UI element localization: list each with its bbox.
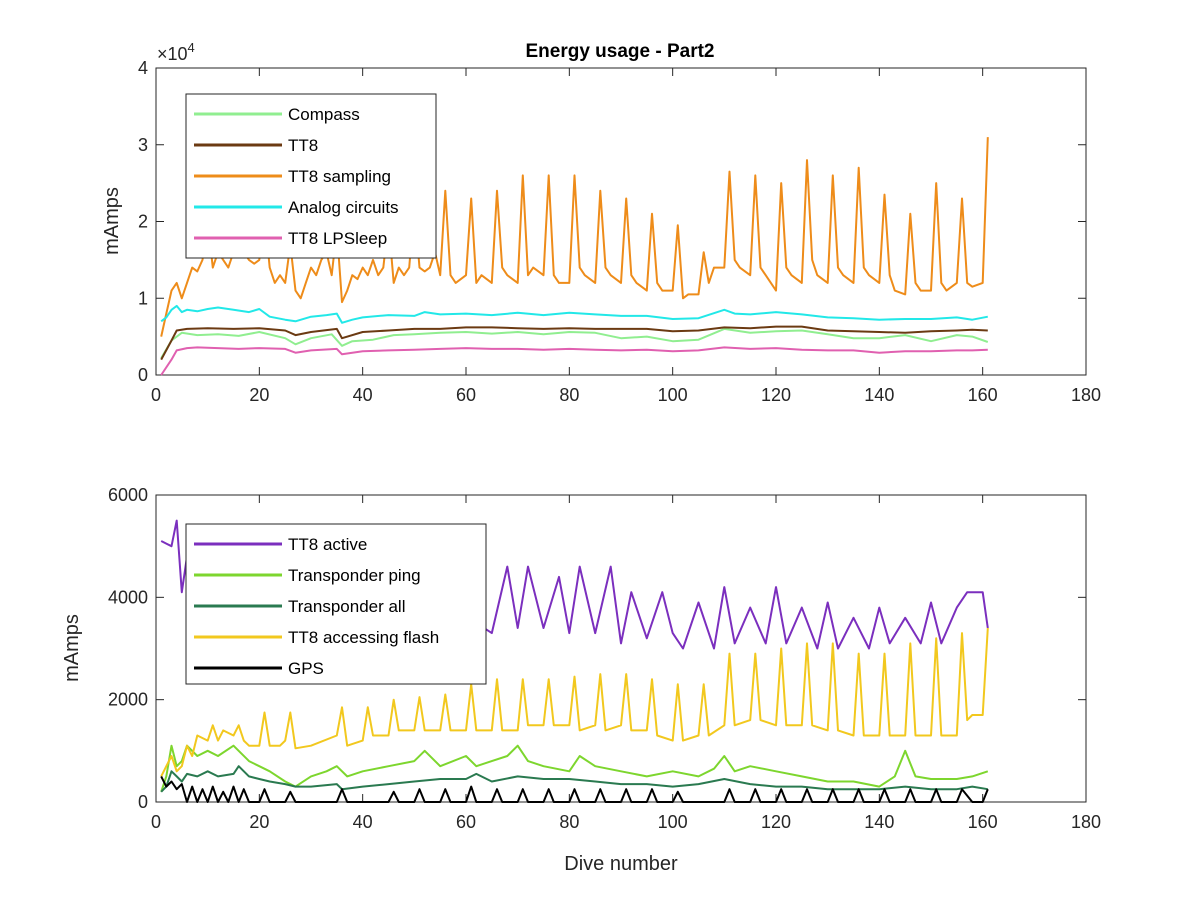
x-tick-label: 120 [761,385,791,405]
legend-label: GPS [288,659,324,678]
x-tick-label: 140 [864,812,894,832]
x-tick-label: 40 [353,812,373,832]
x-tick-label: 60 [456,812,476,832]
exponent-label: ×104 [157,40,195,64]
y-tick-label: 0 [138,365,148,385]
x-tick-label: 20 [249,385,269,405]
exponent-base: ×10 [157,44,188,64]
x-tick-label: 160 [968,812,998,832]
x-tick-label: 100 [658,812,688,832]
y-tick-label: 0 [138,792,148,812]
y-tick-label: 1 [138,288,148,308]
x-tick-label: 0 [151,385,161,405]
legend-label: TT8 sampling [288,167,391,186]
legend-label: Analog circuits [288,198,399,217]
x-tick-label: 180 [1071,385,1101,405]
x-tick-label: 0 [151,812,161,832]
x-tick-label: 160 [968,385,998,405]
y-tick-label: 3 [138,135,148,155]
legend-label: TT8 active [288,535,367,554]
legend-label: Transponder ping [288,566,421,585]
legend-label: TT8 [288,136,318,155]
x-tick-label: 100 [658,385,688,405]
series-transponder-ping [160,744,989,793]
series-gps [160,775,989,803]
legend-box [185,523,487,685]
x-tick-label: 120 [761,812,791,832]
legend-label: TT8 LPSleep [288,229,387,248]
series-transponder-all [160,765,988,793]
series-tt8-sampling [160,137,989,337]
x-axis-label: Dive number [564,853,678,875]
y-axis-label: mAmps [101,187,123,255]
y-tick-label: 2000 [108,690,148,710]
series-tt8-accessing-flash [160,627,989,777]
legend-label: TT8 accessing flash [288,628,439,647]
x-tick-label: 140 [864,385,894,405]
exponent-power: 4 [188,40,195,55]
y-tick-label: 4000 [108,587,148,607]
x-tick-label: 180 [1071,812,1101,832]
x-tick-label: 60 [456,385,476,405]
series-analog-circuits [160,304,988,324]
x-tick-label: 20 [249,812,269,832]
x-tick-label: 80 [559,385,579,405]
series-tt8 [160,325,988,361]
y-tick-label: 4 [138,58,148,78]
series-tt8-lpsleep [160,346,988,376]
legend-label: Transponder all [288,597,406,616]
chart-title: Energy usage - Part2 [525,41,714,62]
y-axis-label: mAmps [61,614,83,682]
series-compass [160,327,989,359]
y-tick-label: 2 [138,212,148,232]
x-tick-label: 80 [559,812,579,832]
legend-label: Compass [288,105,360,124]
y-tick-label: 6000 [108,485,148,505]
x-tick-label: 40 [353,385,373,405]
